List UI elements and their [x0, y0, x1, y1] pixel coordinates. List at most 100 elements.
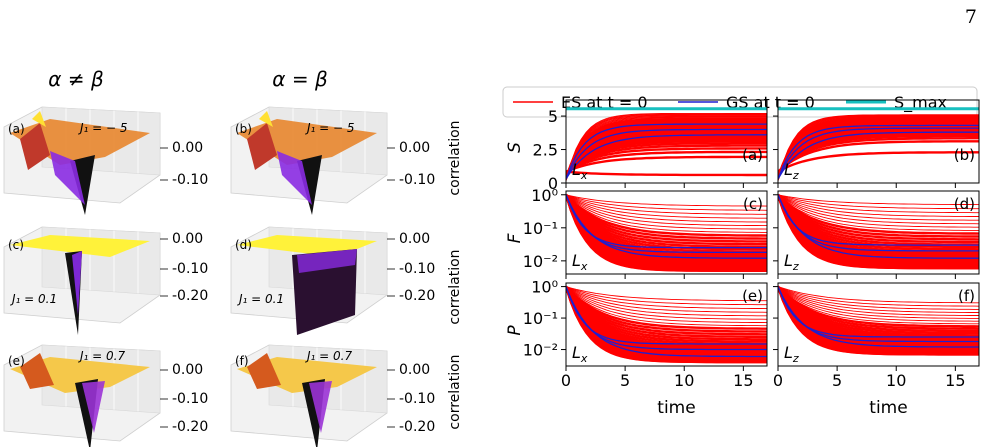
- axes-frame-e: [565, 282, 768, 367]
- es-line-b: [778, 116, 979, 180]
- axes-frame-c: [565, 190, 768, 275]
- corner-label-f: Lz: [784, 343, 799, 365]
- gs-line-b: [778, 127, 979, 180]
- es-line-c: [566, 194, 767, 227]
- es-line-a: [566, 137, 767, 175]
- es-line-b: [778, 151, 979, 173]
- es-line-c: [566, 194, 767, 249]
- es-line-a: [566, 141, 767, 174]
- ztick-label-b: -0.10: [399, 172, 435, 188]
- es-line-f: [778, 286, 979, 319]
- axes-frame-b: [777, 99, 980, 184]
- es-line-b: [778, 116, 979, 180]
- es-line-d: [778, 194, 979, 217]
- gs-line-b: [778, 124, 979, 180]
- chart-panel-d: (d) Lz: [773, 190, 980, 279]
- ztick-label-b: 0.00: [399, 140, 430, 156]
- surface-panel-c: (c) J₁ = 0.1 0.00 -0.10 -0.20: [3, 226, 208, 335]
- surface-peak-b: [247, 123, 277, 170]
- ztick-label-a: 0.00: [172, 140, 203, 156]
- chart-panel-b: (b)Lz: [773, 99, 980, 188]
- xtick-label-f: 5: [832, 371, 842, 390]
- ytick-label-1: 10⁰: [531, 186, 558, 205]
- gs-line-e: [566, 286, 767, 345]
- surface-side-a: [50, 151, 85, 205]
- corner-sub-b: z: [792, 169, 799, 182]
- series-group-a: [566, 107, 767, 182]
- gs-line-a: [566, 123, 767, 180]
- surface-side-d: [297, 249, 357, 273]
- xtick-label-f: 0: [773, 371, 783, 390]
- es-line-a: [566, 147, 767, 174]
- es-line-a: [566, 117, 767, 180]
- corner-sub-d: z: [792, 260, 799, 273]
- surface-panel-b: (b) J₁ = − 5 0.00 -0.10 correlation: [230, 106, 463, 215]
- ztick-label-e: -0.20: [172, 419, 208, 435]
- es-line-a: [566, 139, 767, 175]
- panel-label-right-a: (a): [742, 146, 763, 164]
- surface-side-c: [72, 251, 82, 315]
- series-group-d: [778, 193, 979, 270]
- es-line-b: [778, 140, 979, 173]
- es-line-f: [778, 285, 979, 330]
- axes-frame-a: [565, 99, 768, 184]
- ytick-label-2: 10⁰: [531, 278, 558, 297]
- es-line-f: [778, 286, 979, 322]
- es-line-a: [566, 112, 767, 182]
- ztick-label-d: -0.10: [399, 261, 435, 277]
- es-line-c: [566, 194, 767, 233]
- surface-panel-e: (e) J₁ = 0.7 0.00 -0.10 -0.20: [3, 344, 208, 447]
- xtick-label-e: 10: [674, 371, 694, 390]
- panel-label-c: (c): [8, 238, 24, 252]
- column-header-alpha-eq-beta: α = β: [272, 67, 328, 91]
- es-line-a: [566, 144, 767, 174]
- es-line-e: [566, 286, 767, 349]
- ztick-label-f: 0.00: [399, 362, 430, 378]
- es-line-d: [778, 194, 979, 206]
- es-line-e: [566, 285, 767, 343]
- xtick-label-f: 10: [886, 371, 906, 390]
- xtick-label-e: 0: [561, 371, 571, 390]
- es-line-f: [778, 285, 979, 337]
- surface-side-b: [277, 151, 312, 205]
- ylabel-S: S: [505, 142, 525, 153]
- es-line-d: [778, 194, 979, 214]
- gs-line-b: [778, 131, 979, 180]
- es-line-d: [778, 194, 979, 246]
- ztick-label-e: -0.10: [172, 391, 208, 407]
- j1-label-c: J₁ = 0.1: [10, 292, 57, 306]
- panel-label-e: (e): [8, 354, 25, 368]
- gs-line-c: [566, 194, 767, 254]
- ztick-label-c: -0.20: [172, 288, 208, 304]
- es-line-e: [566, 285, 767, 339]
- es-line-e: [566, 286, 767, 313]
- es-line-f: [778, 286, 979, 346]
- es-line-b: [778, 134, 979, 174]
- ytick-label-0: 0: [548, 174, 558, 193]
- gs-line-e: [566, 286, 767, 351]
- es-line-a: [566, 114, 767, 181]
- chart-panel-c: (c) Lx 10⁰ 10⁻¹ 10⁻² F: [505, 186, 768, 279]
- es-line-b: [778, 136, 979, 174]
- es-line-f: [778, 286, 979, 313]
- legend: ES at t = 0 GS at t = 0 S_max: [502, 86, 978, 118]
- series-group-c: [566, 193, 767, 272]
- panel-label-d: (d): [235, 238, 252, 252]
- es-line-e: [566, 286, 767, 317]
- ytick-label-1: 10⁻²: [523, 252, 558, 271]
- es-line-e: [566, 286, 767, 306]
- xtick-label-e: 5: [620, 371, 630, 390]
- es-line-d: [778, 194, 979, 225]
- panel-label-right-b: (b): [954, 146, 975, 164]
- es-line-e: [566, 286, 767, 320]
- j1-label-d: J₁ = 0.1: [237, 292, 284, 306]
- es-line-a: [566, 155, 767, 174]
- page-number: 7: [964, 6, 977, 28]
- zaxis-label-f: correlation: [447, 354, 463, 429]
- gs-line-a: [566, 128, 767, 180]
- ztick-label-e: 0.00: [172, 362, 203, 378]
- es-line-e: [566, 285, 767, 341]
- es-line-e: [566, 285, 767, 336]
- es-line-e: [566, 285, 767, 333]
